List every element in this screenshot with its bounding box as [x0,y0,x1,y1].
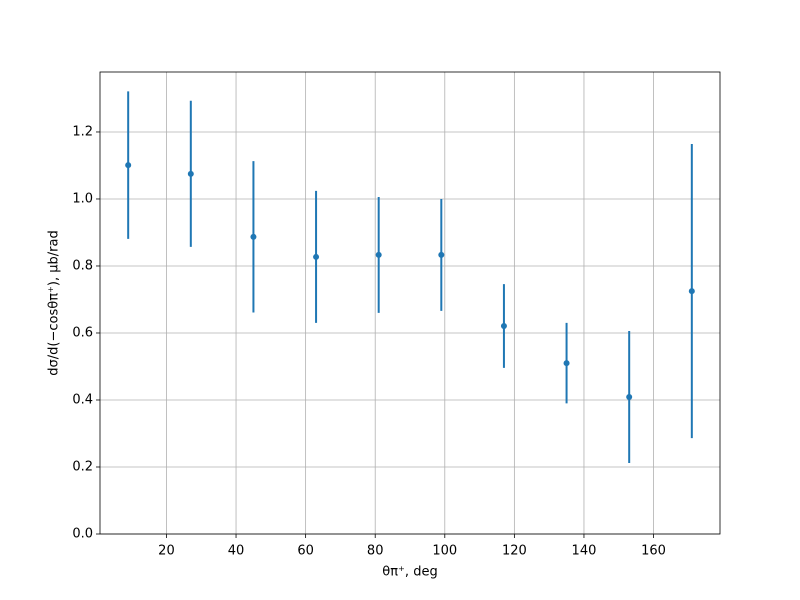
x-tick-label: 60 [297,544,314,559]
data-point [125,162,132,169]
data-point [626,393,633,400]
x-tick-label: 160 [641,544,666,559]
y-tick-label: 1.2 [72,124,93,139]
y-tick-label: 1.0 [72,191,93,206]
plot-frame [99,71,721,535]
y-axis-label: dσ/d(−cosθπ⁺), μb/rad [47,230,62,375]
y-tick-label: 0.6 [72,325,93,340]
y-tick-label: 0.0 [72,527,93,542]
data-point [375,251,382,258]
x-tick-label: 80 [367,544,384,559]
data-point [688,288,695,295]
x-tick-label: 20 [158,544,175,559]
data-point [500,322,507,329]
x-tick-label: 100 [432,544,457,559]
data-point [250,233,257,240]
x-axis-label: θπ⁺, deg [382,565,437,580]
data-point [313,253,320,260]
data-point [563,360,570,367]
data-point [438,251,445,258]
x-tick-label: 40 [228,544,245,559]
y-tick-label: 0.8 [72,258,93,273]
y-tick-label: 0.2 [72,459,93,474]
data-point [187,170,194,177]
x-tick-label: 120 [502,544,527,559]
x-tick-label: 140 [572,544,597,559]
y-tick-label: 0.4 [72,392,93,407]
